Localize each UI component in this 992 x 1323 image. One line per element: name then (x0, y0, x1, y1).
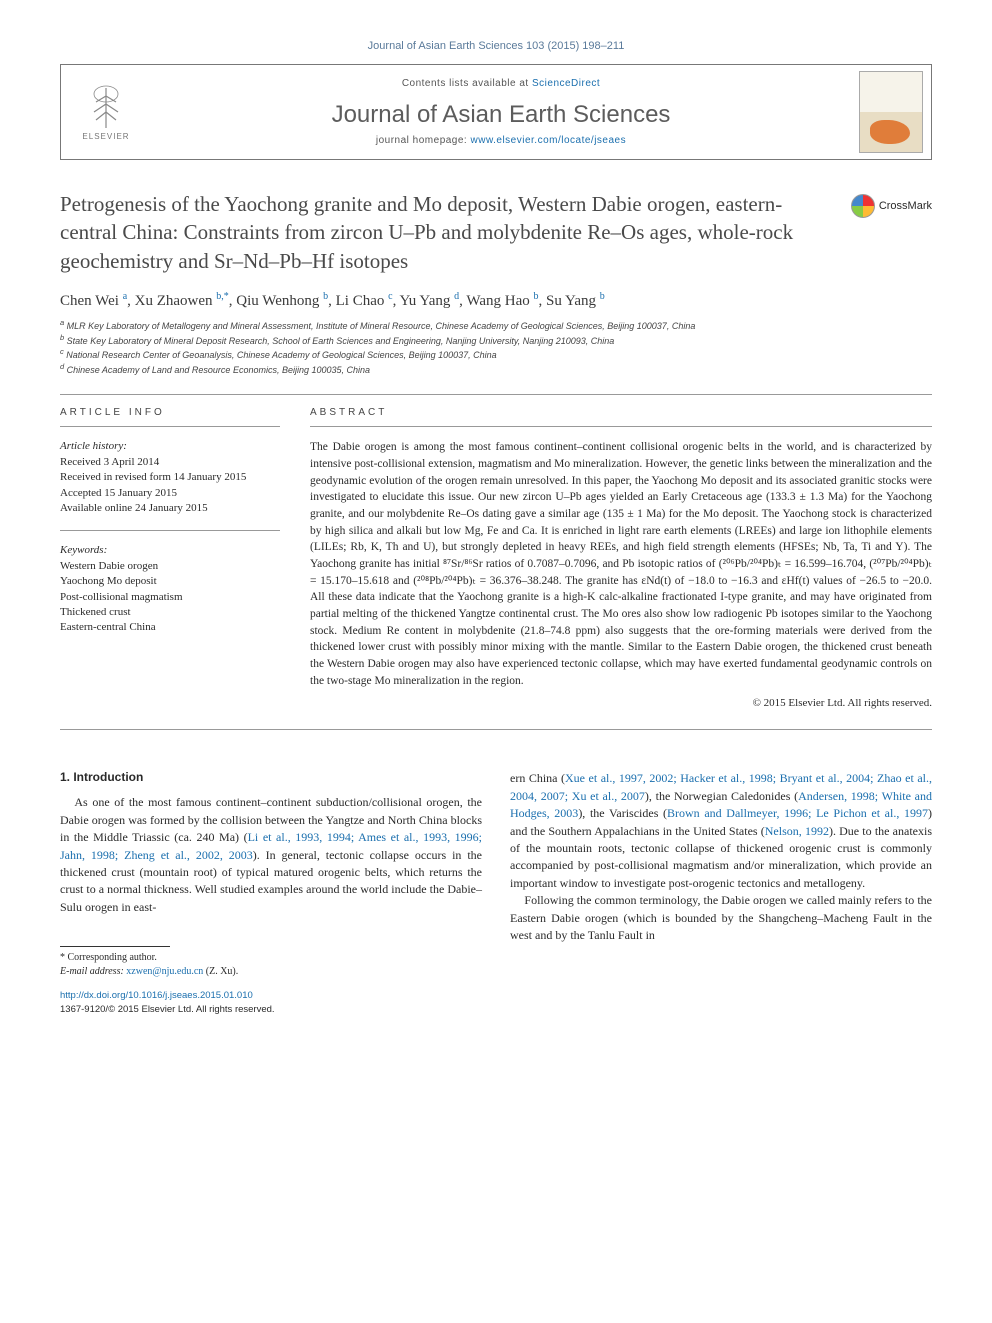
affiliations-block: a MLR Key Laboratory of Metallogeny and … (60, 318, 932, 376)
history-line: Available online 24 January 2015 (60, 501, 280, 516)
affiliation-line: c National Research Center of Geoanalysi… (60, 347, 932, 362)
sciencedirect-link[interactable]: ScienceDirect (532, 78, 600, 89)
keywords-head: Keywords: (60, 543, 280, 558)
publisher-logo-cell: ELSEVIER (61, 65, 151, 159)
journal-cover-cell (851, 65, 931, 159)
affiliation-line: a MLR Key Laboratory of Metallogeny and … (60, 318, 932, 333)
corresponding-label: * Corresponding author. (60, 951, 482, 965)
doi-block: http://dx.doi.org/10.1016/j.jseaes.2015.… (60, 989, 482, 1016)
keyword-line: Yaochong Mo deposit (60, 574, 280, 589)
body-paragraph: Following the common terminology, the Da… (510, 892, 932, 944)
email-label: E-mail address: (60, 966, 126, 977)
divider (60, 394, 932, 395)
body-paragraph: ern China (Xue et al., 1997, 2002; Hacke… (510, 770, 932, 892)
body-right-column: ern China (Xue et al., 1997, 2002; Hacke… (510, 770, 932, 1015)
crossmark-badge[interactable]: CrossMark (851, 194, 932, 218)
elsevier-logo: ELSEVIER (76, 82, 136, 142)
journal-header-box: ELSEVIER Contents lists available at Sci… (60, 64, 932, 160)
keyword-line: Thickened crust (60, 605, 280, 620)
elsevier-tree-icon (82, 84, 130, 132)
journal-homepage-link[interactable]: www.elsevier.com/locate/jseaes (471, 135, 627, 146)
corresponding-author-note: * Corresponding author. E-mail address: … (60, 946, 482, 979)
body-paragraph: As one of the most famous continent–cont… (60, 794, 482, 916)
keyword-line: Eastern-central China (60, 620, 280, 635)
crossmark-label: CrossMark (879, 200, 932, 212)
abstract-heading: ABSTRACT (310, 407, 932, 418)
homepage-prefix: journal homepage: (376, 135, 471, 146)
article-history-block: Article history: Received 3 April 2014Re… (60, 439, 280, 516)
history-line: Received in revised form 14 January 2015 (60, 470, 280, 485)
journal-title: Journal of Asian Earth Sciences (332, 101, 671, 129)
publisher-label: ELSEVIER (82, 132, 129, 141)
corresponding-email-link[interactable]: xzwen@nju.edu.cn (126, 966, 203, 977)
journal-header-middle: Contents lists available at ScienceDirec… (151, 65, 851, 159)
keywords-block: Keywords: Western Dabie orogenYaochong M… (60, 543, 280, 635)
email-suffix: (Z. Xu). (203, 966, 238, 977)
keyword-line: Western Dabie orogen (60, 559, 280, 574)
crossmark-icon (851, 194, 875, 218)
contents-prefix: Contents lists available at (402, 78, 532, 89)
affiliation-line: d Chinese Academy of Land and Resource E… (60, 362, 932, 377)
affiliation-line: b State Key Laboratory of Mineral Deposi… (60, 333, 932, 348)
author-list: Chen Wei a, Xu Zhaowen b,*, Qiu Wenhong … (60, 291, 932, 310)
divider (60, 426, 280, 427)
body-left-column: 1. Introduction As one of the most famou… (60, 770, 482, 1015)
footnote-rule (60, 946, 170, 947)
abstract-column: ABSTRACT The Dabie orogen is among the m… (310, 407, 932, 709)
article-history-head: Article history: (60, 439, 280, 454)
journal-cover-thumbnail (859, 71, 923, 153)
contents-available-line: Contents lists available at ScienceDirec… (402, 78, 600, 89)
introduction-heading: 1. Introduction (60, 770, 482, 784)
abstract-text: The Dabie orogen is among the most famou… (310, 439, 932, 689)
history-line: Accepted 15 January 2015 (60, 486, 280, 501)
journal-reference: Journal of Asian Earth Sciences 103 (201… (60, 40, 932, 52)
history-line: Received 3 April 2014 (60, 455, 280, 470)
journal-homepage-line: journal homepage: www.elsevier.com/locat… (376, 135, 626, 146)
divider (60, 530, 280, 531)
issn-copyright-line: 1367-9120/© 2015 Elsevier Ltd. All right… (60, 1004, 275, 1015)
divider (310, 426, 932, 427)
article-info-heading: ARTICLE INFO (60, 407, 280, 418)
article-info-column: ARTICLE INFO Article history: Received 3… (60, 407, 280, 709)
keyword-line: Post-collisional magmatism (60, 590, 280, 605)
article-title: Petrogenesis of the Yaochong granite and… (60, 190, 831, 275)
abstract-copyright: © 2015 Elsevier Ltd. All rights reserved… (310, 697, 932, 709)
doi-link[interactable]: http://dx.doi.org/10.1016/j.jseaes.2015.… (60, 990, 253, 1001)
divider (60, 729, 932, 730)
